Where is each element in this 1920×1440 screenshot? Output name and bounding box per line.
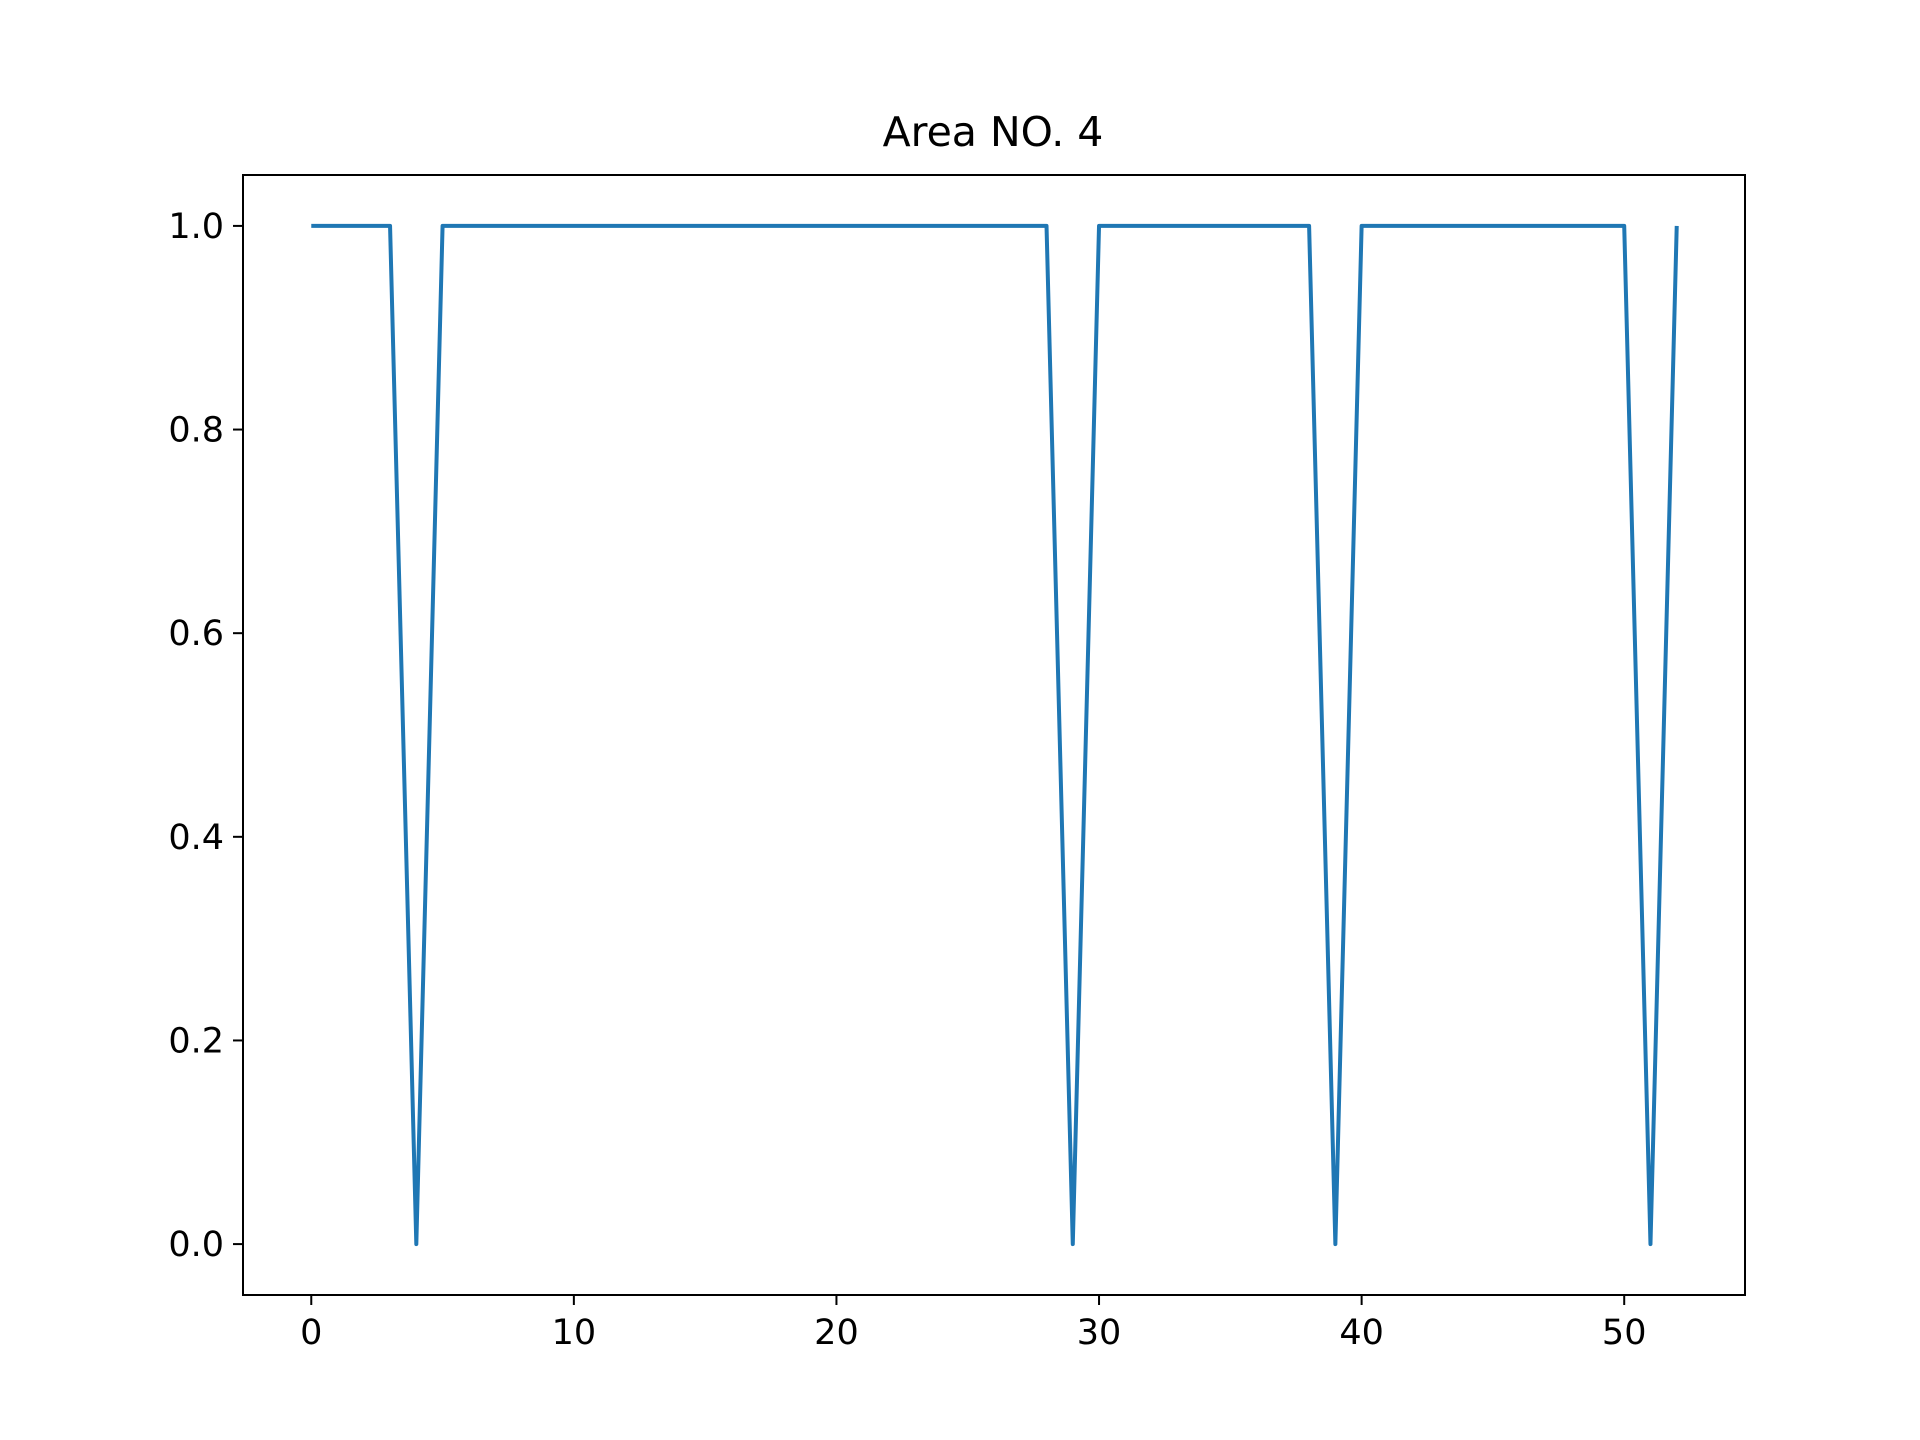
- x-tick-label: 30: [1077, 1313, 1122, 1353]
- chart-title: Area NO. 4: [883, 108, 1104, 156]
- y-tick-label: 0.8: [168, 411, 224, 451]
- y-tick-label: 1.0: [168, 207, 224, 247]
- x-tick-label: 40: [1339, 1313, 1384, 1353]
- y-tick-label: 0.6: [168, 614, 224, 654]
- x-tick-label: 20: [814, 1313, 859, 1353]
- series-layer: [311, 223, 1679, 1247]
- y-tick-label: 0.0: [168, 1225, 224, 1265]
- axes-frame: [242, 174, 1746, 1296]
- x-tick-label: 10: [552, 1313, 597, 1353]
- series-line-1: [311, 223, 1679, 1247]
- x-tick-label: 0: [300, 1313, 322, 1353]
- x-tick-label: 50: [1602, 1313, 1647, 1353]
- y-axis: 0.0 0.2 0.4 0.6 0.8 1.0: [168, 207, 243, 1265]
- y-tick-label: 0.2: [168, 1021, 224, 1061]
- x-axis: 0 10 20 30 40 50: [300, 1295, 1646, 1353]
- y-tick-label: 0.4: [168, 818, 224, 858]
- plot-area: 0 10 20 30 40 50 0.0 0.2 0.4 0.6 0.8 1.0: [168, 174, 1746, 1353]
